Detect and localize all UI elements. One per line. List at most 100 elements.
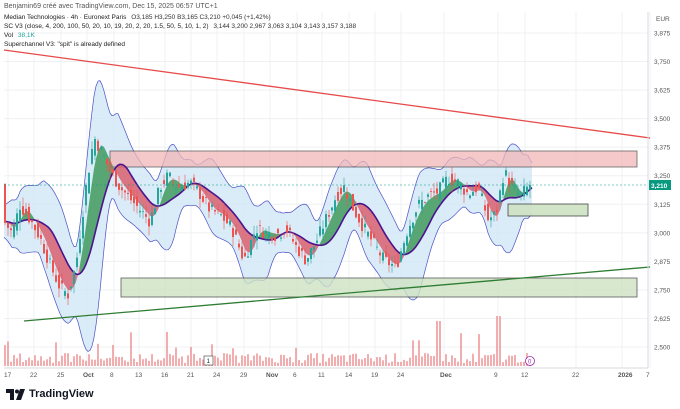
candle-body — [73, 271, 75, 285]
candle-body — [487, 203, 489, 221]
candle-body — [394, 261, 396, 263]
price-tick-label: 3,875 — [654, 31, 671, 38]
candle-body — [13, 223, 15, 238]
time-tick-label: 6 — [293, 372, 297, 379]
event-badge-right[interactable]: 0 — [525, 356, 535, 366]
candle-body — [340, 187, 342, 195]
volume-bar — [475, 361, 477, 366]
volume-bar — [286, 358, 288, 366]
time-tick-label: 17 — [4, 372, 12, 379]
candle-body — [157, 187, 159, 205]
volume-bar — [19, 353, 21, 366]
candle-body — [325, 214, 327, 228]
volume-bar — [511, 355, 513, 366]
volume-bar — [184, 362, 186, 366]
candle-body — [148, 218, 150, 227]
volume-bar — [280, 354, 282, 366]
resistance-zone[interactable] — [109, 150, 638, 168]
candle-body — [82, 216, 84, 239]
volume-bar — [88, 354, 90, 366]
candle-body — [388, 258, 390, 266]
candle-body — [220, 214, 222, 216]
candle-body — [418, 199, 420, 204]
volume-bar — [478, 334, 480, 366]
ma-ribbon — [3, 145, 533, 291]
time-tick-label: 9 — [494, 372, 498, 379]
volume-bar — [328, 357, 330, 366]
candle-body — [19, 209, 21, 222]
candle-body — [385, 251, 387, 257]
candle-body — [130, 189, 132, 201]
candle-body — [454, 179, 456, 182]
candle-body — [286, 225, 288, 233]
volume-bar — [16, 358, 18, 366]
volume-bar — [490, 355, 492, 366]
event-badge-left[interactable]: 1 — [203, 355, 214, 366]
volume-bar — [334, 356, 336, 366]
candle-body — [277, 228, 279, 234]
last-price-badge — [649, 180, 671, 190]
price-tick-label: 3,750 — [654, 59, 671, 66]
candle-body — [115, 170, 117, 187]
candle-body — [289, 227, 291, 231]
candle-body — [184, 182, 186, 190]
candle-body — [514, 185, 516, 188]
volume-bar — [61, 355, 63, 366]
candle-body — [430, 191, 432, 192]
volume-bar — [58, 361, 60, 366]
volume-row[interactable]: Vol 38,1K — [4, 31, 356, 40]
time-tick-label: 24 — [397, 372, 405, 379]
candle-body — [493, 211, 495, 215]
candle-body — [490, 217, 492, 221]
candle-body — [136, 196, 138, 206]
candle-body — [226, 214, 228, 224]
candle-body — [499, 190, 501, 204]
volume-bar — [424, 353, 426, 366]
volume-bar — [229, 354, 231, 366]
volume-bar — [157, 359, 159, 366]
candle-body — [154, 208, 156, 215]
support-zone[interactable] — [120, 277, 638, 298]
volume-bar — [130, 332, 132, 366]
candle-body — [16, 213, 18, 231]
candle-body — [472, 191, 474, 196]
candle-body — [28, 206, 30, 223]
volume-bar — [277, 362, 279, 366]
volume-bar — [160, 360, 162, 366]
candle-body — [10, 228, 12, 231]
time-tick-label: 2026 — [618, 372, 633, 379]
volume-bar — [496, 316, 498, 366]
chart-attribution: Benjamin69 créé avec TradingView.com, De… — [4, 3, 218, 10]
candle-body — [238, 243, 240, 248]
volume-bar — [325, 361, 327, 366]
volume-bar — [127, 361, 129, 366]
price-axis[interactable]: EUR 3,875 3,750 3,625 3,500 3,375 3,250 3,125 3… — [647, 12, 671, 368]
symbol-row[interactable]: Median Technologies · 4h · Euronext Pari… — [4, 13, 356, 22]
volume-bar — [523, 361, 525, 366]
candle-body — [505, 170, 507, 176]
candle-body — [355, 206, 357, 218]
candle-body — [76, 257, 78, 268]
candle-body — [334, 200, 336, 212]
candle-body — [259, 225, 261, 227]
current-zone[interactable] — [507, 203, 589, 217]
volume-bar — [163, 358, 165, 366]
time-axis[interactable]: 17 22 25 Oct 8 13 16 21 24 29 Nov 6 11 14 19 24 Dec 9 12 22… — [4, 367, 650, 379]
volume-bar — [268, 357, 270, 366]
indicator-sc-row[interactable]: SC V3 (close, 4, 200, 100, 50, 20, 10, 1… — [4, 22, 356, 31]
volume-bar — [190, 346, 192, 366]
candle-body — [265, 231, 267, 234]
resistance-trendline[interactable] — [3, 49, 651, 139]
volume-bar — [331, 354, 333, 366]
candle-body — [205, 197, 207, 198]
support-trendline[interactable] — [23, 266, 651, 322]
candle-body — [244, 252, 246, 257]
candle-body — [67, 293, 69, 299]
candle-body — [85, 184, 87, 206]
volume-bar — [109, 357, 111, 366]
volume-bar — [274, 362, 276, 366]
candle-body — [313, 246, 315, 251]
volume-bar — [112, 344, 114, 366]
candle-body — [364, 223, 366, 228]
